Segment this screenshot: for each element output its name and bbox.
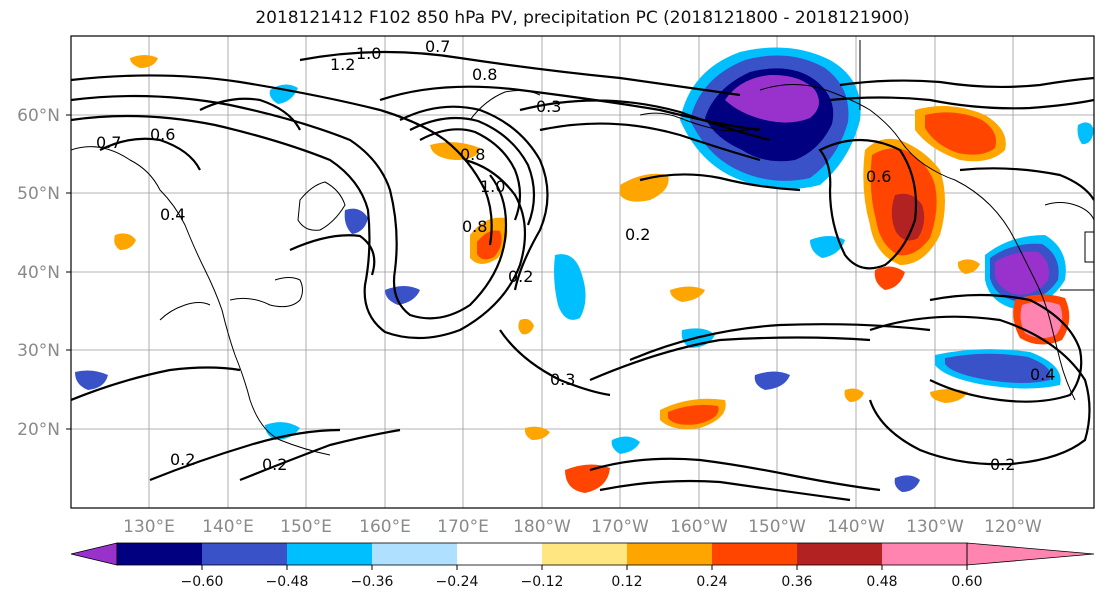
lon-label: 170°E <box>437 517 489 537</box>
colorbar-segment <box>287 543 372 565</box>
colorbar-tick-label: −0.36 <box>351 574 394 590</box>
contour-label: 0.3 <box>550 370 575 389</box>
colorbar-tick-label: 0.24 <box>696 574 727 590</box>
lat-label: 30°N <box>17 341 60 361</box>
colorbar-tick-label: −0.24 <box>436 574 479 590</box>
contour-label: 0.2 <box>508 267 533 286</box>
colorbar-tick-label: −0.60 <box>181 574 224 590</box>
lon-label: 150°W <box>748 517 806 537</box>
lon-label: 140°E <box>202 517 254 537</box>
colorbar-tick-label: 0.60 <box>951 574 982 590</box>
precipitation-shading <box>75 47 1094 493</box>
lon-label: 130°E <box>123 517 175 537</box>
contour-label: 0.4 <box>160 205 185 224</box>
contour-label: 0.2 <box>262 455 287 474</box>
colorbar-extend-low <box>70 542 118 566</box>
pv-contours <box>71 50 1094 502</box>
lat-label: 50°N <box>17 184 60 204</box>
lat-label: 40°N <box>17 263 60 283</box>
colorbar-segment <box>797 543 882 565</box>
contour-label: 0.2 <box>625 225 650 244</box>
longitude-axis: 130°E 140°E 150°E 160°E 170°E 180°W 170°… <box>123 517 1042 537</box>
contour-label: 0.4 <box>1030 365 1055 384</box>
contour-label: 0.3 <box>536 97 561 116</box>
colorbar-segment <box>542 543 627 565</box>
lat-label: 60°N <box>17 106 60 126</box>
latitude-axis: 60°N 50°N 40°N 30°N 20°N <box>17 106 71 440</box>
colorbar-tick-label: 0.12 <box>611 574 642 590</box>
lat-label: 20°N <box>17 420 60 440</box>
colorbar-tick-label: 0.36 <box>781 574 812 590</box>
map-title: 2018121412 F102 850 hPa PV, precipitatio… <box>255 8 910 28</box>
lon-label: 130°W <box>906 517 964 537</box>
colorbar-segment <box>627 543 712 565</box>
colorbar-segment <box>117 543 202 565</box>
colorbar-extend-high <box>966 542 1095 566</box>
contour-label: 0.8 <box>472 65 497 84</box>
coastlines <box>71 40 1094 456</box>
lon-label: 150°E <box>280 517 332 537</box>
colorbar-tick-label: −0.12 <box>521 574 564 590</box>
lon-label: 160°E <box>359 517 411 537</box>
contour-label: 1.2 <box>330 55 355 74</box>
colorbar-segment <box>202 543 287 565</box>
lon-label: 140°W <box>827 517 885 537</box>
contour-label: 0.2 <box>990 455 1015 474</box>
colorbar-segment <box>372 543 457 565</box>
lon-label: 120°W <box>984 517 1042 537</box>
colorbar: −0.60 −0.48 −0.36 −0.24 −0.12 0.12 0.24 … <box>70 542 1095 590</box>
colorbar-segment <box>882 543 967 565</box>
contour-label: 0.8 <box>460 145 485 164</box>
contour-label: 1.0 <box>480 177 505 196</box>
contour-label: 0.7 <box>425 37 450 56</box>
lon-label: 160°W <box>670 517 728 537</box>
contour-label: 0.6 <box>866 167 891 186</box>
contour-label: 0.6 <box>150 125 175 144</box>
contour-label: 0.2 <box>170 450 195 469</box>
colorbar-tick-label: 0.48 <box>866 574 897 590</box>
colorbar-segment <box>457 543 542 565</box>
contour-label: 0.7 <box>96 133 121 152</box>
contour-label: 0.8 <box>462 217 487 236</box>
colorbar-tick-label: −0.48 <box>266 574 309 590</box>
contour-labels: 1.0 1.2 0.7 0.8 0.3 0.7 0.6 0.8 1.0 0.8 … <box>96 37 1055 474</box>
lon-label: 180°W <box>513 517 571 537</box>
lon-label: 170°W <box>591 517 649 537</box>
colorbar-segment <box>712 543 797 565</box>
contour-label: 1.0 <box>356 44 381 63</box>
